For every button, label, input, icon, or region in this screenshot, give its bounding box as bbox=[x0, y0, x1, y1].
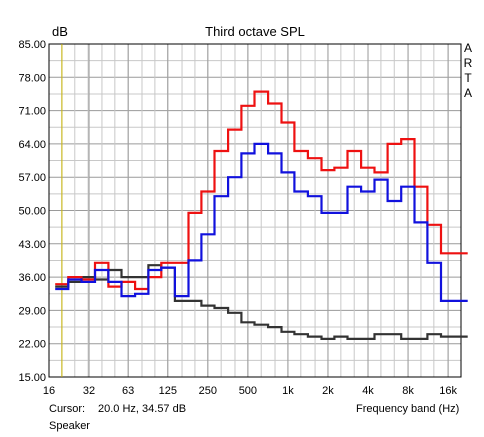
plot-frame bbox=[48, 43, 462, 378]
y-tick-label: 71.00 bbox=[18, 106, 46, 118]
x-tick-label: 250 bbox=[199, 385, 217, 397]
y-tick-label: 43.00 bbox=[18, 239, 46, 251]
device-label: Speaker bbox=[49, 420, 90, 432]
x-tick-label: 32 bbox=[83, 385, 95, 397]
side-label-letter: R bbox=[464, 56, 473, 70]
y-tick-label: 64.00 bbox=[18, 139, 46, 151]
x-tick-label: 63 bbox=[122, 385, 134, 397]
y-tick-label: 57.00 bbox=[18, 172, 46, 184]
cursor-label: Cursor: bbox=[49, 403, 86, 415]
x-tick-label: 16k bbox=[439, 385, 457, 397]
plot-border bbox=[48, 43, 462, 378]
y-tick-label: 85.00 bbox=[18, 39, 46, 51]
x-tick-label: 4k bbox=[362, 385, 374, 397]
y-tick-label: 22.00 bbox=[18, 339, 46, 351]
series-line-3 bbox=[55, 264, 468, 340]
cursor-readout: 20.0 Hz, 34.57 dB bbox=[98, 403, 187, 415]
side-label-letter: A bbox=[464, 86, 472, 100]
x-tick-label: 2k bbox=[322, 385, 334, 397]
y-tick-labels: 85.00 78.00 71.00 64.00 57.00 50.00 43.00 36.00… bbox=[18, 39, 46, 384]
series-layer bbox=[55, 90, 468, 340]
y-tick-label: 15.00 bbox=[18, 372, 46, 384]
y-tick-label: 29.00 bbox=[18, 305, 46, 317]
y-tick-label: 36.00 bbox=[18, 272, 46, 284]
y-tick-label: 50.00 bbox=[18, 206, 46, 218]
x-tick-label: 8k bbox=[402, 385, 414, 397]
grid bbox=[48, 44, 462, 377]
series-line-2 bbox=[55, 142, 468, 302]
x-tick-label: 16 bbox=[43, 385, 55, 397]
x-tick-labels: 16 32 63 125 250 500 1k 2k 4k 8k 16k bbox=[43, 385, 458, 397]
side-label-letter: T bbox=[464, 71, 472, 85]
y-tick-label: 78.00 bbox=[18, 72, 46, 84]
y-axis-label: dB bbox=[52, 24, 68, 39]
x-axis-label: Frequency band (Hz) bbox=[356, 403, 460, 415]
side-label-letter: A bbox=[464, 41, 472, 55]
x-tick-label: 500 bbox=[239, 385, 257, 397]
x-tick-label: 125 bbox=[159, 385, 177, 397]
chart-title: Third octave SPL bbox=[205, 24, 305, 39]
x-tick-label: 1k bbox=[282, 385, 294, 397]
